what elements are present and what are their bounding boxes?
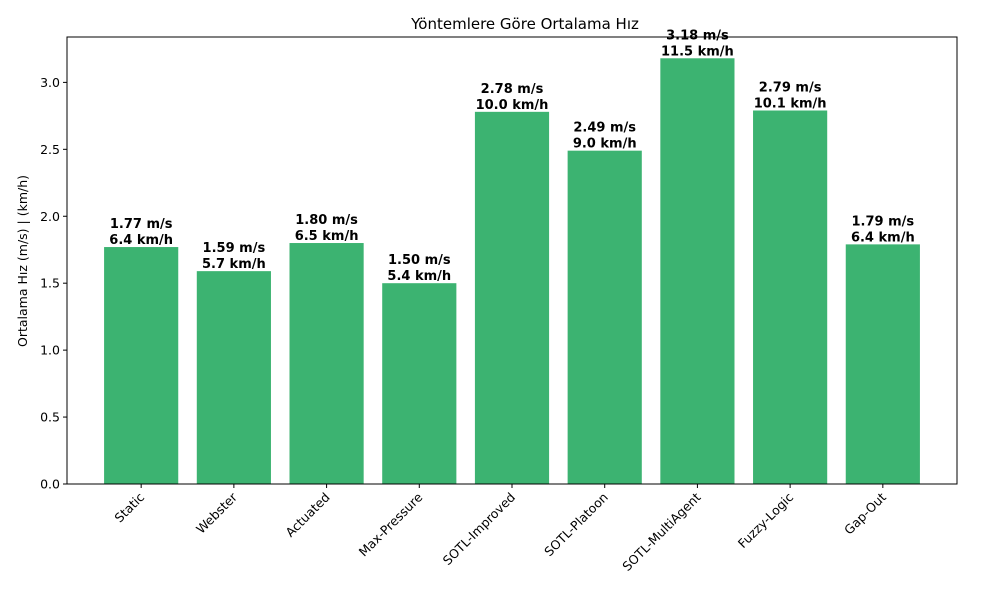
y-tick-label: 3.0 xyxy=(40,75,60,90)
bar-webster xyxy=(196,271,271,484)
x-ticks: Static Webster Actuated Max-Pressure SOTL-Im… xyxy=(111,484,889,574)
y-tick-label: 1.0 xyxy=(40,343,60,358)
bar-sotl-improved xyxy=(474,111,550,484)
bar-label-ms: 3.18 m/s xyxy=(666,28,729,43)
bar-label-ms: 1.59 m/s xyxy=(203,241,266,256)
bar-max-pressure xyxy=(382,283,457,484)
x-tick-label: SOTL-MultiAgent xyxy=(619,489,703,573)
x-tick-label: Max-Pressure xyxy=(356,489,426,559)
bar-label-kmh: 10.1 km/h xyxy=(754,96,827,111)
y-tick-label: 2.5 xyxy=(40,142,60,157)
bar-label-kmh: 10.0 km/h xyxy=(476,98,549,113)
y-tick-label: 0.5 xyxy=(40,410,60,425)
bar-label-kmh: 6.4 km/h xyxy=(109,233,173,248)
bar-label-kmh: 6.4 km/h xyxy=(851,230,915,245)
plot-frame xyxy=(66,36,958,485)
bar-label-ms: 1.80 m/s xyxy=(295,213,358,228)
chart-title: Yöntemlere Göre Ortalama Hız xyxy=(410,15,639,33)
bar-fuzzy-logic xyxy=(753,110,828,484)
x-tick-label: Static xyxy=(111,489,147,525)
x-tick-label: Gap-Out xyxy=(841,489,889,537)
bar-label-ms: 2.79 m/s xyxy=(759,80,822,95)
bar-static xyxy=(104,247,179,484)
bar-label-kmh: 6.5 km/h xyxy=(295,229,359,244)
x-tick-label: SOTL-Platoon xyxy=(541,490,611,560)
bar-label-kmh: 5.7 km/h xyxy=(202,257,266,272)
bar-label-ms: 1.50 m/s xyxy=(388,253,451,268)
bars-group: 1.77 m/s6.4 km/h1.59 m/s5.7 km/h1.80 m/s… xyxy=(104,28,920,485)
bar-gap-out xyxy=(845,244,920,484)
y-ticks: 0.0 0.5 1.0 1.5 2.0 2.5 3.0 xyxy=(40,75,67,492)
y-tick-label: 1.5 xyxy=(40,276,60,291)
bar-label-kmh: 5.4 km/h xyxy=(387,269,451,284)
bar-sotl-platoon xyxy=(567,150,642,484)
bar-label-ms: 1.77 m/s xyxy=(110,217,173,232)
bar-sotl-multiagent xyxy=(660,58,735,485)
bar-label-ms: 1.79 m/s xyxy=(852,214,915,229)
y-tick-label: 2.0 xyxy=(40,209,60,224)
bar-actuated xyxy=(289,243,364,484)
bar-label-kmh: 9.0 km/h xyxy=(573,137,637,152)
x-tick-label: Fuzzy-Logic xyxy=(735,489,797,551)
bar-label-ms: 2.49 m/s xyxy=(573,121,636,136)
y-tick-label: 0.0 xyxy=(40,477,60,492)
y-axis-label: Ortalama Hız (m/s) | (km/h) xyxy=(15,175,30,347)
bar-label-kmh: 11.5 km/h xyxy=(661,44,734,59)
bar-label-ms: 2.78 m/s xyxy=(481,82,544,97)
x-tick-label: Actuated xyxy=(282,490,332,540)
x-tick-label: Webster xyxy=(193,489,241,537)
x-tick-label: SOTL-Improved xyxy=(440,490,518,568)
